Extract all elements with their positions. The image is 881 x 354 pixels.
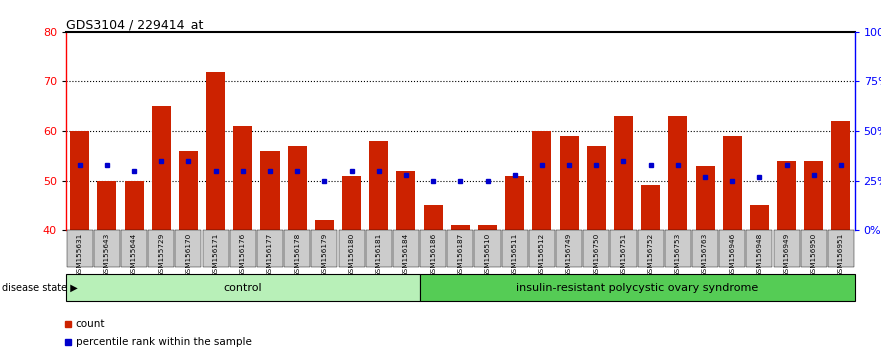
Bar [451, 225, 470, 230]
Bar [261, 151, 279, 230]
FancyBboxPatch shape [338, 230, 365, 267]
FancyBboxPatch shape [93, 230, 120, 267]
Bar [722, 136, 742, 230]
Text: GSM156511: GSM156511 [512, 233, 518, 277]
Text: GSM156946: GSM156946 [729, 233, 736, 277]
FancyBboxPatch shape [419, 274, 855, 301]
Bar [315, 220, 334, 230]
Text: GSM155644: GSM155644 [131, 233, 137, 277]
FancyBboxPatch shape [828, 230, 854, 267]
Bar [587, 146, 606, 230]
Text: GSM156180: GSM156180 [349, 233, 354, 277]
FancyBboxPatch shape [448, 230, 473, 267]
FancyBboxPatch shape [475, 230, 500, 267]
Text: disease state ▶: disease state ▶ [2, 282, 78, 292]
Text: GSM156950: GSM156950 [811, 233, 817, 277]
Bar [124, 181, 144, 230]
FancyBboxPatch shape [393, 230, 419, 267]
Bar [832, 121, 850, 230]
Bar [478, 225, 497, 230]
Text: count: count [76, 319, 105, 329]
Bar [342, 176, 361, 230]
Bar [424, 205, 442, 230]
Text: GSM156750: GSM156750 [593, 233, 599, 277]
Bar [152, 106, 171, 230]
Text: GSM156510: GSM156510 [485, 233, 491, 277]
FancyBboxPatch shape [257, 230, 283, 267]
FancyBboxPatch shape [230, 230, 255, 267]
Bar [777, 161, 796, 230]
Bar [505, 176, 524, 230]
FancyBboxPatch shape [66, 274, 419, 301]
Text: GSM155631: GSM155631 [77, 233, 83, 277]
FancyBboxPatch shape [420, 230, 446, 267]
Bar [179, 151, 198, 230]
Bar [559, 136, 579, 230]
FancyBboxPatch shape [175, 230, 202, 267]
Text: GSM155729: GSM155729 [159, 233, 164, 277]
Text: GSM156181: GSM156181 [376, 233, 381, 277]
FancyBboxPatch shape [121, 230, 147, 267]
FancyBboxPatch shape [67, 230, 93, 267]
Text: GSM156186: GSM156186 [430, 233, 436, 277]
Text: GSM156752: GSM156752 [648, 233, 654, 277]
Bar [369, 141, 389, 230]
Bar [97, 181, 116, 230]
FancyBboxPatch shape [366, 230, 392, 267]
FancyBboxPatch shape [611, 230, 636, 267]
Text: control: control [224, 282, 263, 293]
Bar [532, 131, 552, 230]
Bar [206, 72, 226, 230]
Text: GSM156170: GSM156170 [185, 233, 191, 277]
Bar [641, 185, 660, 230]
FancyBboxPatch shape [746, 230, 773, 267]
Text: GSM156753: GSM156753 [675, 233, 681, 277]
Text: GSM156749: GSM156749 [566, 233, 572, 277]
FancyBboxPatch shape [148, 230, 174, 267]
FancyBboxPatch shape [556, 230, 582, 267]
FancyBboxPatch shape [203, 230, 229, 267]
Text: GSM156763: GSM156763 [702, 233, 708, 277]
Text: GSM156179: GSM156179 [322, 233, 328, 277]
Bar [233, 126, 252, 230]
Text: GSM156187: GSM156187 [457, 233, 463, 277]
Bar [804, 161, 824, 230]
Text: insulin-resistant polycystic ovary syndrome: insulin-resistant polycystic ovary syndr… [516, 282, 759, 293]
Text: GSM156176: GSM156176 [240, 233, 246, 277]
Bar [750, 205, 769, 230]
FancyBboxPatch shape [774, 230, 800, 267]
FancyBboxPatch shape [501, 230, 528, 267]
FancyBboxPatch shape [285, 230, 310, 267]
Bar [614, 116, 633, 230]
Bar [669, 116, 687, 230]
Text: GSM156949: GSM156949 [783, 233, 789, 277]
FancyBboxPatch shape [719, 230, 745, 267]
Bar [70, 131, 89, 230]
Text: GSM156184: GSM156184 [403, 233, 409, 277]
Text: GSM155643: GSM155643 [104, 233, 110, 277]
Text: GSM156178: GSM156178 [294, 233, 300, 277]
FancyBboxPatch shape [583, 230, 610, 267]
FancyBboxPatch shape [311, 230, 337, 267]
FancyBboxPatch shape [638, 230, 663, 267]
Text: GSM156951: GSM156951 [838, 233, 844, 277]
Text: GSM156171: GSM156171 [212, 233, 218, 277]
Text: percentile rank within the sample: percentile rank within the sample [76, 337, 252, 347]
Text: GSM156751: GSM156751 [620, 233, 626, 277]
Bar [396, 171, 416, 230]
FancyBboxPatch shape [529, 230, 555, 267]
FancyBboxPatch shape [801, 230, 827, 267]
Text: GSM156948: GSM156948 [757, 233, 762, 277]
Bar [288, 146, 307, 230]
Bar [695, 166, 714, 230]
Text: GSM156512: GSM156512 [539, 233, 544, 277]
Text: GSM156177: GSM156177 [267, 233, 273, 277]
FancyBboxPatch shape [665, 230, 691, 267]
Text: GDS3104 / 229414_at: GDS3104 / 229414_at [66, 18, 204, 31]
FancyBboxPatch shape [692, 230, 718, 267]
